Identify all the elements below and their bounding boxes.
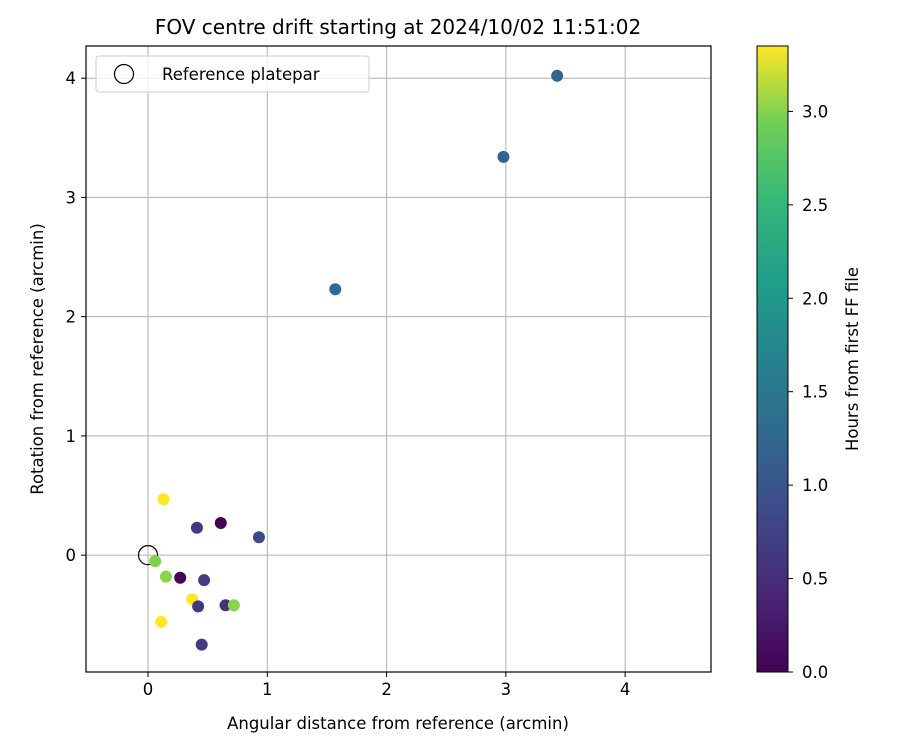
y-tick-label: 2: [66, 308, 77, 327]
data-point: [329, 283, 342, 296]
colorbar-tick-label: 0.5: [802, 570, 828, 589]
data-point: [219, 599, 232, 612]
data-point: [159, 570, 172, 583]
data-point: [252, 531, 265, 544]
plot-frame: [85, 45, 712, 673]
x-tick-label: 2: [381, 680, 392, 699]
legend-reference-label: Reference platepar: [162, 65, 320, 84]
data-point: [551, 69, 564, 82]
x-axis-ticks: 0 1 2 3 4: [143, 672, 631, 699]
y-axis-label: Rotation from reference (arcmin): [28, 223, 47, 495]
y-tick-label: 0: [66, 546, 77, 565]
colorbar-tick-label: 1.5: [802, 383, 828, 402]
colorbar-tick-label: 0.0: [802, 663, 828, 682]
reference-platepar-marker: [137, 545, 159, 566]
data-point: [198, 574, 211, 587]
x-axis-label: Angular distance from reference (arcmin): [227, 714, 569, 733]
colorbar-tick-label: 1.0: [802, 476, 828, 495]
data-point: [155, 615, 168, 628]
plot-background: [86, 46, 711, 672]
data-point: [195, 638, 208, 651]
data-point: [192, 600, 205, 613]
x-tick-label: 1: [262, 680, 273, 699]
data-points: [149, 69, 564, 651]
legend-box: [95, 55, 370, 93]
chart-title: FOV centre drift starting at 2024/10/02 …: [155, 15, 641, 39]
colorbar-tick-label: 3.0: [802, 102, 828, 121]
x-tick-label: 4: [620, 680, 631, 699]
colorbar-ticks: 0.0 0.5 1.0 1.5 2.0 2.5 3.0: [788, 102, 828, 682]
plot-area: 0 1 2 3 4 0 1 2 3 4: [66, 45, 712, 699]
colorbar-gradient: [756, 45, 789, 673]
data-point: [149, 555, 162, 568]
colorbar-tick-label: 2.0: [802, 289, 828, 308]
colorbar-tick-label: 2.5: [802, 196, 828, 215]
grid: [86, 46, 711, 672]
y-tick-label: 4: [66, 69, 77, 88]
x-tick-label: 0: [143, 680, 154, 699]
data-point: [174, 571, 187, 584]
legend-reference-marker: [113, 63, 135, 85]
colorbar-label: Hours from first FF file: [843, 267, 862, 451]
colorbar: 0.0 0.5 1.0 1.5 2.0 2.5 3.0 Hours from first F…: [756, 45, 862, 682]
data-point: [190, 521, 203, 534]
x-tick-label: 3: [501, 680, 512, 699]
data-point: [497, 150, 510, 163]
y-tick-label: 3: [66, 188, 77, 207]
data-point: [214, 516, 227, 529]
reference-layer: [137, 545, 159, 566]
data-point: [227, 599, 240, 612]
data-point: [157, 493, 170, 506]
y-axis-ticks: 0 1 2 3 4: [66, 69, 86, 565]
y-tick-label: 1: [66, 427, 77, 446]
legend: Reference platepar: [95, 55, 370, 93]
